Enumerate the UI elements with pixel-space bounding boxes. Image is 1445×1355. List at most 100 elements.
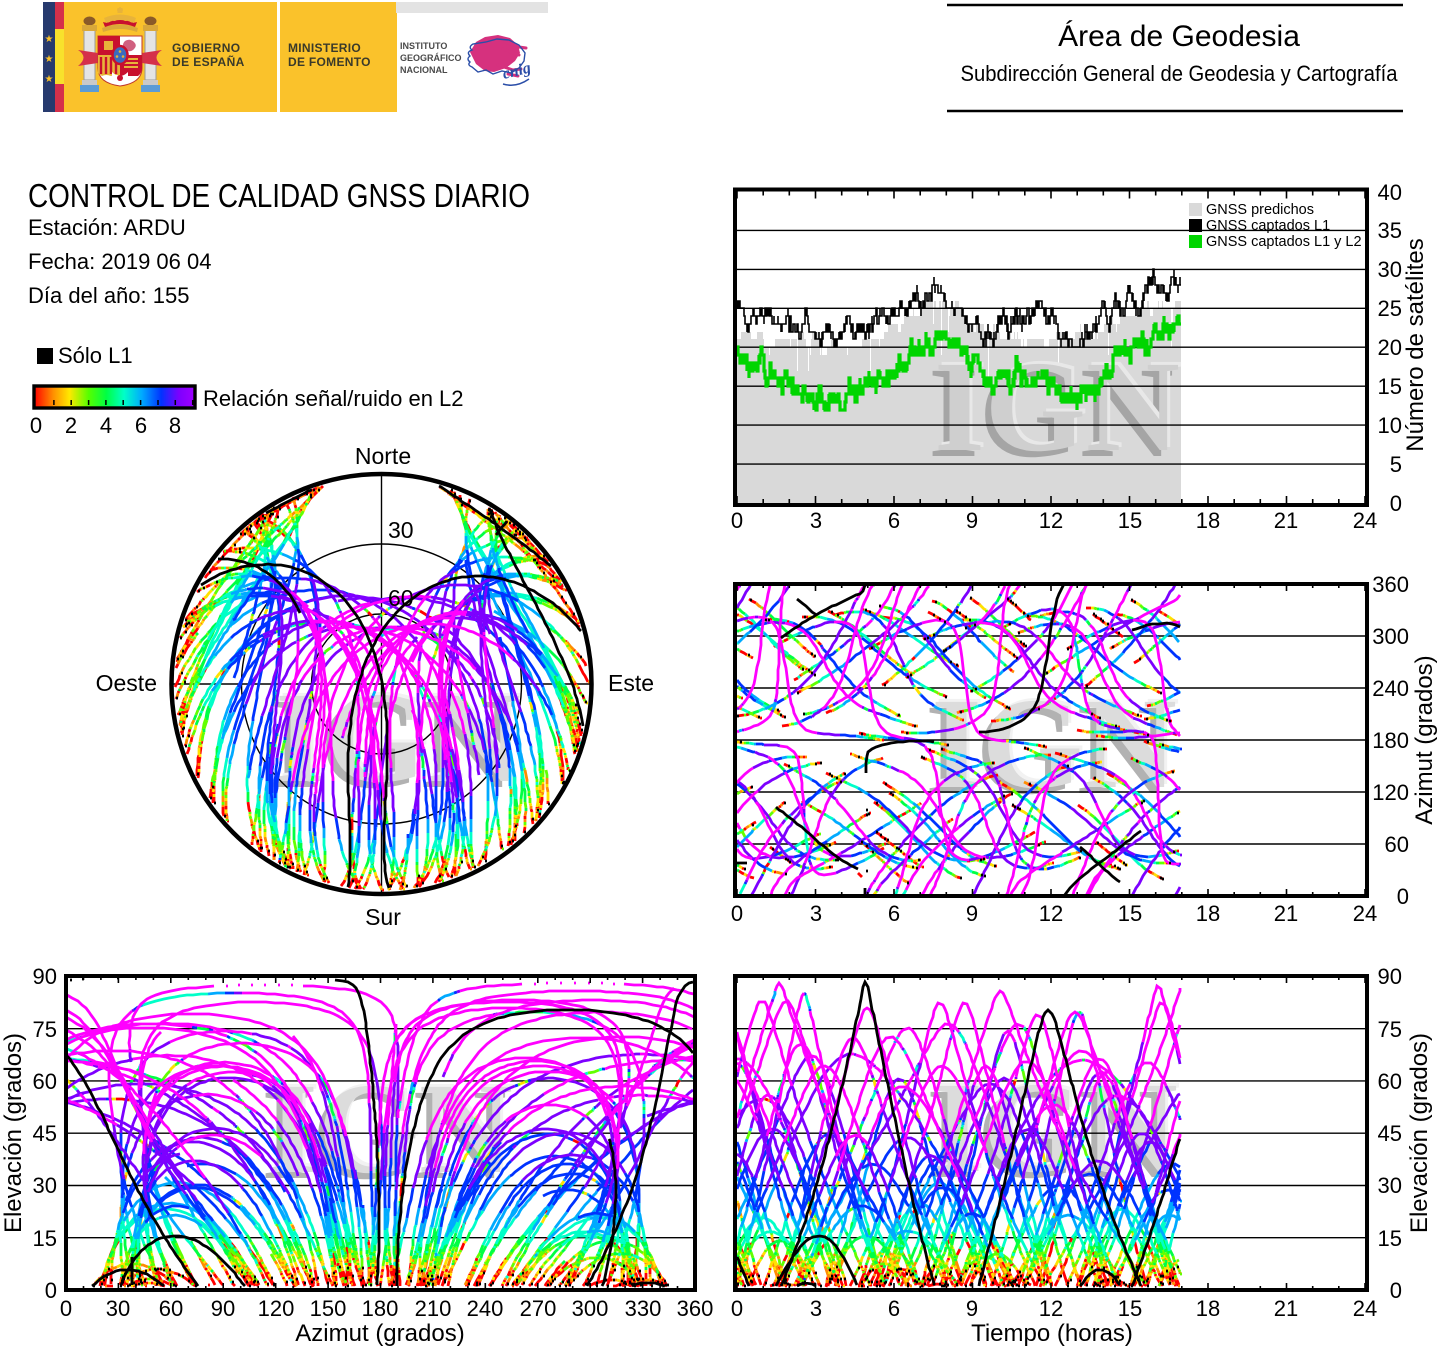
svg-text:45: 45 <box>1378 1121 1402 1146</box>
svg-text:15: 15 <box>1378 1226 1402 1251</box>
svg-text:30: 30 <box>1378 257 1402 282</box>
svg-text:300: 300 <box>1372 624 1409 649</box>
svg-text:GNSS captados L1: GNSS captados L1 <box>1206 218 1330 234</box>
svg-text:15: 15 <box>33 1226 57 1251</box>
svg-text:0: 0 <box>731 1296 743 1321</box>
svg-text:240: 240 <box>467 1296 504 1321</box>
svg-text:Relación señal/ruido en L2: Relación señal/ruido en L2 <box>203 386 464 411</box>
svg-text:60: 60 <box>159 1296 183 1321</box>
svg-text:9: 9 <box>966 901 978 926</box>
svg-text:18: 18 <box>1196 901 1220 926</box>
svg-text:2: 2 <box>65 413 77 438</box>
svg-text:60: 60 <box>1378 1069 1402 1094</box>
svg-text:GNSS captados L1 y L2: GNSS captados L1 y L2 <box>1206 234 1362 250</box>
svg-text:24: 24 <box>1353 508 1377 533</box>
svg-text:CONTROL DE CALIDAD GNSS DIARIO: CONTROL DE CALIDAD GNSS DIARIO <box>28 177 530 214</box>
svg-text:MINISTERIO: MINISTERIO <box>288 41 361 55</box>
svg-text:INSTITUTO: INSTITUTO <box>400 41 447 51</box>
svg-text:DE ESPAÑA: DE ESPAÑA <box>172 54 245 69</box>
svg-text:Tiempo (horas): Tiempo (horas) <box>971 1320 1133 1347</box>
svg-text:12: 12 <box>1039 1296 1063 1321</box>
svg-text:45: 45 <box>33 1121 57 1146</box>
svg-text:120: 120 <box>258 1296 295 1321</box>
svg-text:Norte: Norte <box>355 443 411 469</box>
svg-text:Día del año: 155: Día del año: 155 <box>28 283 189 308</box>
svg-text:cnig: cnig <box>501 60 533 83</box>
svg-text:Número de satélites: Número de satélites <box>1402 238 1429 451</box>
svg-text:360: 360 <box>1372 572 1409 597</box>
svg-text:★: ★ <box>45 74 54 85</box>
svg-text:Área de Geodesia: Área de Geodesia <box>1058 20 1300 53</box>
svg-text:6: 6 <box>888 901 900 926</box>
svg-text:0: 0 <box>1390 491 1402 516</box>
svg-text:150: 150 <box>310 1296 347 1321</box>
svg-text:GEOGRÁFICO: GEOGRÁFICO <box>400 53 462 63</box>
svg-text:75: 75 <box>33 1017 57 1042</box>
svg-text:30: 30 <box>1378 1173 1402 1198</box>
svg-text:10: 10 <box>1378 413 1402 438</box>
svg-text:20: 20 <box>1378 335 1402 360</box>
svg-text:18: 18 <box>1196 1296 1220 1321</box>
svg-text:15: 15 <box>1378 374 1402 399</box>
svg-text:0: 0 <box>60 1296 72 1321</box>
svg-text:25: 25 <box>1378 296 1402 321</box>
svg-text:24: 24 <box>1353 1296 1377 1321</box>
svg-text:6: 6 <box>135 413 147 438</box>
svg-text:180: 180 <box>362 1296 399 1321</box>
svg-text:Elevación (grados): Elevación (grados) <box>0 1033 27 1233</box>
svg-text:★: ★ <box>45 54 54 65</box>
svg-text:90: 90 <box>1378 964 1402 989</box>
svg-text:3: 3 <box>810 901 822 926</box>
svg-text:Fecha: 2019 06 04: Fecha: 2019 06 04 <box>28 249 211 274</box>
svg-text:Sur: Sur <box>365 904 401 930</box>
svg-text:Sólo L1: Sólo L1 <box>58 343 133 368</box>
svg-text:Azimut (grados): Azimut (grados) <box>295 1320 464 1347</box>
svg-text:3: 3 <box>810 1296 822 1321</box>
svg-text:GOBIERNO: GOBIERNO <box>172 41 241 55</box>
svg-text:GNSS predichos: GNSS predichos <box>1206 202 1314 218</box>
svg-text:270: 270 <box>520 1296 557 1321</box>
svg-text:NACIONAL: NACIONAL <box>400 65 448 75</box>
svg-text:18: 18 <box>1196 508 1220 533</box>
svg-text:180: 180 <box>1372 728 1409 753</box>
svg-text:9: 9 <box>966 1296 978 1321</box>
svg-text:0: 0 <box>1397 884 1409 909</box>
svg-text:21: 21 <box>1274 1296 1298 1321</box>
svg-text:6: 6 <box>888 508 900 533</box>
svg-text:★: ★ <box>45 34 54 45</box>
svg-text:8: 8 <box>169 413 181 438</box>
svg-text:12: 12 <box>1039 508 1063 533</box>
svg-text:210: 210 <box>415 1296 452 1321</box>
svg-text:15: 15 <box>1118 508 1142 533</box>
svg-text:0: 0 <box>30 413 42 438</box>
svg-text:35: 35 <box>1378 218 1402 243</box>
svg-text:120: 120 <box>1372 780 1409 805</box>
svg-text:Oeste: Oeste <box>96 670 157 696</box>
svg-text:330: 330 <box>625 1296 662 1321</box>
svg-text:0: 0 <box>731 901 743 926</box>
svg-text:30: 30 <box>388 517 414 543</box>
svg-text:24: 24 <box>1353 901 1377 926</box>
svg-text:60: 60 <box>388 585 414 611</box>
svg-text:90: 90 <box>33 964 57 989</box>
svg-text:9: 9 <box>966 508 978 533</box>
svg-text:DE FOMENTO: DE FOMENTO <box>288 55 371 69</box>
svg-text:0: 0 <box>731 508 743 533</box>
svg-text:12: 12 <box>1039 901 1063 926</box>
svg-text:0: 0 <box>1390 1278 1402 1303</box>
svg-text:60: 60 <box>33 1069 57 1094</box>
svg-text:90: 90 <box>211 1296 235 1321</box>
svg-text:40: 40 <box>1378 180 1402 205</box>
svg-text:300: 300 <box>572 1296 609 1321</box>
svg-text:IGN: IGN <box>934 335 1180 479</box>
svg-text:4: 4 <box>100 413 112 438</box>
svg-text:60: 60 <box>1385 832 1409 857</box>
svg-text:0: 0 <box>45 1278 57 1303</box>
svg-text:Estación: ARDU: Estación: ARDU <box>28 215 186 240</box>
svg-text:30: 30 <box>33 1173 57 1198</box>
svg-text:30: 30 <box>106 1296 130 1321</box>
svg-text:6: 6 <box>888 1296 900 1321</box>
svg-text:5: 5 <box>1390 452 1402 477</box>
svg-text:21: 21 <box>1274 901 1298 926</box>
svg-text:Este: Este <box>608 670 654 696</box>
